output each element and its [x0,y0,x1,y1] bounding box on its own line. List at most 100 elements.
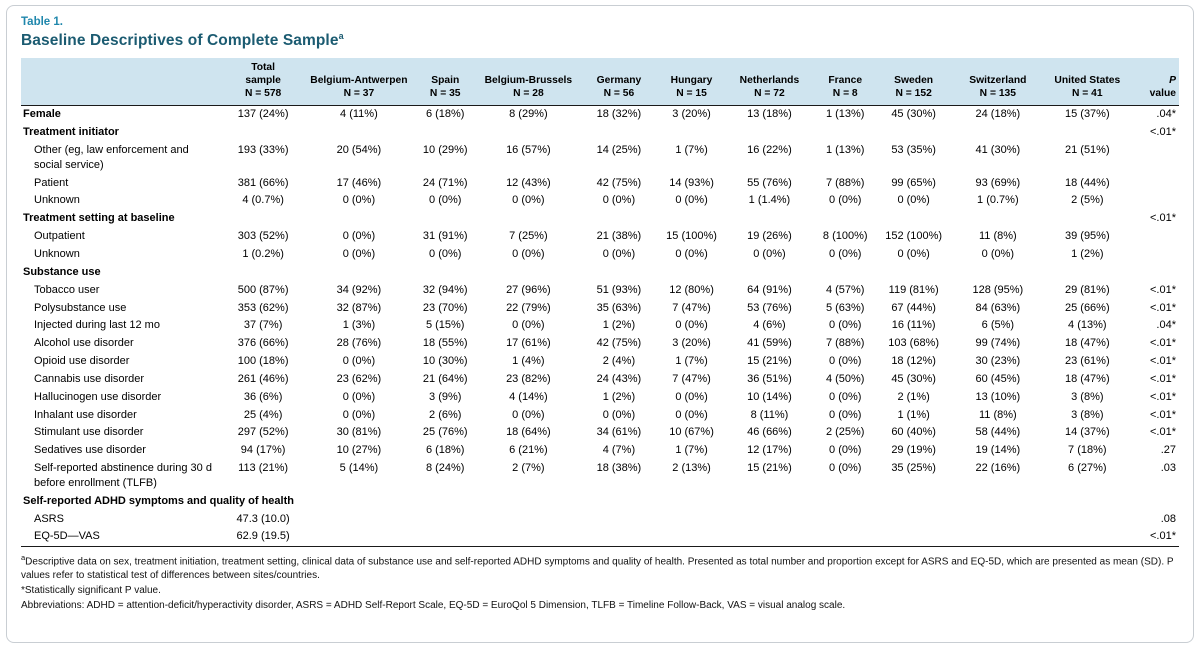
cell-value: 47.3 (10.0) [236,512,290,525]
cell-value: 8 (11%) [750,408,789,421]
table-row: Polysubstance use 353 (62%) 32 (87%) 23 (70… [21,299,1179,317]
cell-value: 4 (13%) [1068,319,1107,332]
footnote: aDescriptive data on sex, treatment init… [21,552,1174,582]
table-row: Female 137 (24%) 4 (11%) 6 (18%) 8 (29%) 18 (… [21,105,1179,123]
row-label: EQ-5D—VAS [34,530,100,543]
p-value: <.01* [1150,372,1176,385]
cell-value: 0 (0%) [602,247,636,260]
cell-value: 14 (37%) [1064,426,1110,439]
cell-value [876,528,952,546]
cell-value: 0 (0%) [342,194,376,207]
cell-value: 0 (0%) [342,355,376,368]
cell-value: 7 (47%) [672,372,711,385]
cell-value: 1 (1.4%) [748,194,791,207]
cell-value: 35 (25%) [891,462,936,475]
cell-value: 19 (26%) [747,230,792,243]
cell-value: 30 (81%) [336,426,382,439]
cell-value: 1 (7%) [675,143,708,156]
cell-value: 0 (0%) [602,408,636,421]
cell-value: 2 (5%) [1071,194,1104,207]
cell-value: 0 (0%) [512,194,545,207]
p-value: .03 [1160,462,1176,475]
table-row: Injected during last 12 mo 37 (7%) 1 (3%) 5… [21,317,1179,335]
table-head: Total sample N = 578 Belgium-Antwerpen N = 3… [21,58,1179,106]
section-row: Substance use [21,263,1179,281]
cell-value: 8 (24%) [425,462,465,475]
cell-value: 5 (14%) [339,462,379,475]
cell-value: 500 (87%) [237,283,289,296]
cell-value: 0 (0%) [753,247,786,260]
cell-value: 0 (0%) [512,408,545,421]
cell-value: 25 (76%) [422,426,468,439]
cell-value: 113 (21%) [238,462,289,475]
cell-value: 84 (63%) [975,301,1021,314]
p-value: .04* [1156,319,1176,332]
p-value: <.01* [1150,337,1176,350]
cell-value: 0 (0%) [675,194,708,207]
cell-value: 41 (30%) [975,143,1021,156]
p-value [1130,192,1179,210]
cell-value: 119 (81%) [888,283,939,296]
cell-value: 37 (7%) [243,319,283,332]
cell-value: 5 (15%) [425,319,465,332]
cell-value: 10 (29%) [422,143,468,156]
cell-value: 22 (79%) [506,301,551,314]
column-header: Belgium-Antwerpen N = 37 [310,75,408,99]
cell-value: 60 (45%) [975,372,1021,385]
cell-value: 4 (50%) [825,372,865,385]
cell-value: 19 (14%) [975,444,1021,457]
cell-value: 35 (63%) [596,301,642,314]
p-value: <.01* [1150,530,1176,543]
cell-value: 28 (76%) [336,337,382,350]
p-value [1130,141,1179,174]
cell-value: 21 (64%) [422,372,468,385]
column-header: Hungary N = 15 [670,75,713,99]
row-label: Self-reported ADHD symptoms and quality … [23,494,294,507]
cell-value: 0 (0%) [342,390,376,403]
cell-value: 1 (13%) [825,143,865,156]
row-label: Inhalant use disorder [34,408,137,421]
cell-value: 93 (69%) [975,176,1021,189]
cell-value: 25 (4%) [243,408,283,421]
cell-value: 6 (27%) [1068,462,1107,475]
cell-value: 11 (8%) [978,408,1017,421]
column-header: Germany N = 56 [596,75,642,99]
cell-value: 376 (66%) [237,337,289,350]
cell-value: 7 (88%) [825,337,865,350]
cell-value [478,528,579,546]
cell-value: 2 (13%) [672,462,711,475]
cell-value: 0 (0%) [429,247,462,260]
row-label: Cannabis use disorder [34,372,145,385]
cell-value: 17 (46%) [336,176,382,189]
cell-value: 137 (24%) [237,108,289,121]
cell-value: 24 (43%) [596,372,642,385]
cell-value: 7 (47%) [672,301,711,314]
cell-value: 53 (76%) [747,301,792,314]
cell-value: 64 (91%) [747,283,792,296]
cell-value: 8 (29%) [509,108,548,121]
cell-value: 0 (0%) [512,319,545,332]
cell-value: 23 (82%) [506,372,551,385]
cell-value: 0 (0%) [675,319,708,332]
cell-value: 0 (0%) [829,444,862,457]
row-label: ASRS [34,512,64,525]
cell-value: 62.9 (19.5) [236,530,290,543]
cell-value [724,510,815,528]
row-label: Tobacco user [34,283,100,296]
cell-value: 17 (61%) [506,337,551,350]
cell-value: 36 (51%) [747,372,792,385]
cell-value: 1 (2%) [1071,247,1104,260]
cell-value: 10 (14%) [747,390,792,403]
cell-value: 36 (6%) [243,390,283,403]
cell-value: 12 (80%) [669,283,714,296]
p-value: <.01* [1150,355,1176,368]
cell-value: 23 (61%) [1064,355,1110,368]
cell-value [724,528,815,546]
cell-value: 34 (61%) [596,426,642,439]
footnotes: aDescriptive data on sex, treatment init… [21,553,1179,613]
cell-value: 11 (8%) [978,230,1017,243]
cell-value: 12 (17%) [747,444,792,457]
header-row: Total sample N = 578 Belgium-Antwerpen N = 3… [21,58,1179,106]
cell-value: 2 (1%) [897,390,930,403]
row-label: Opioid use disorder [34,355,130,368]
